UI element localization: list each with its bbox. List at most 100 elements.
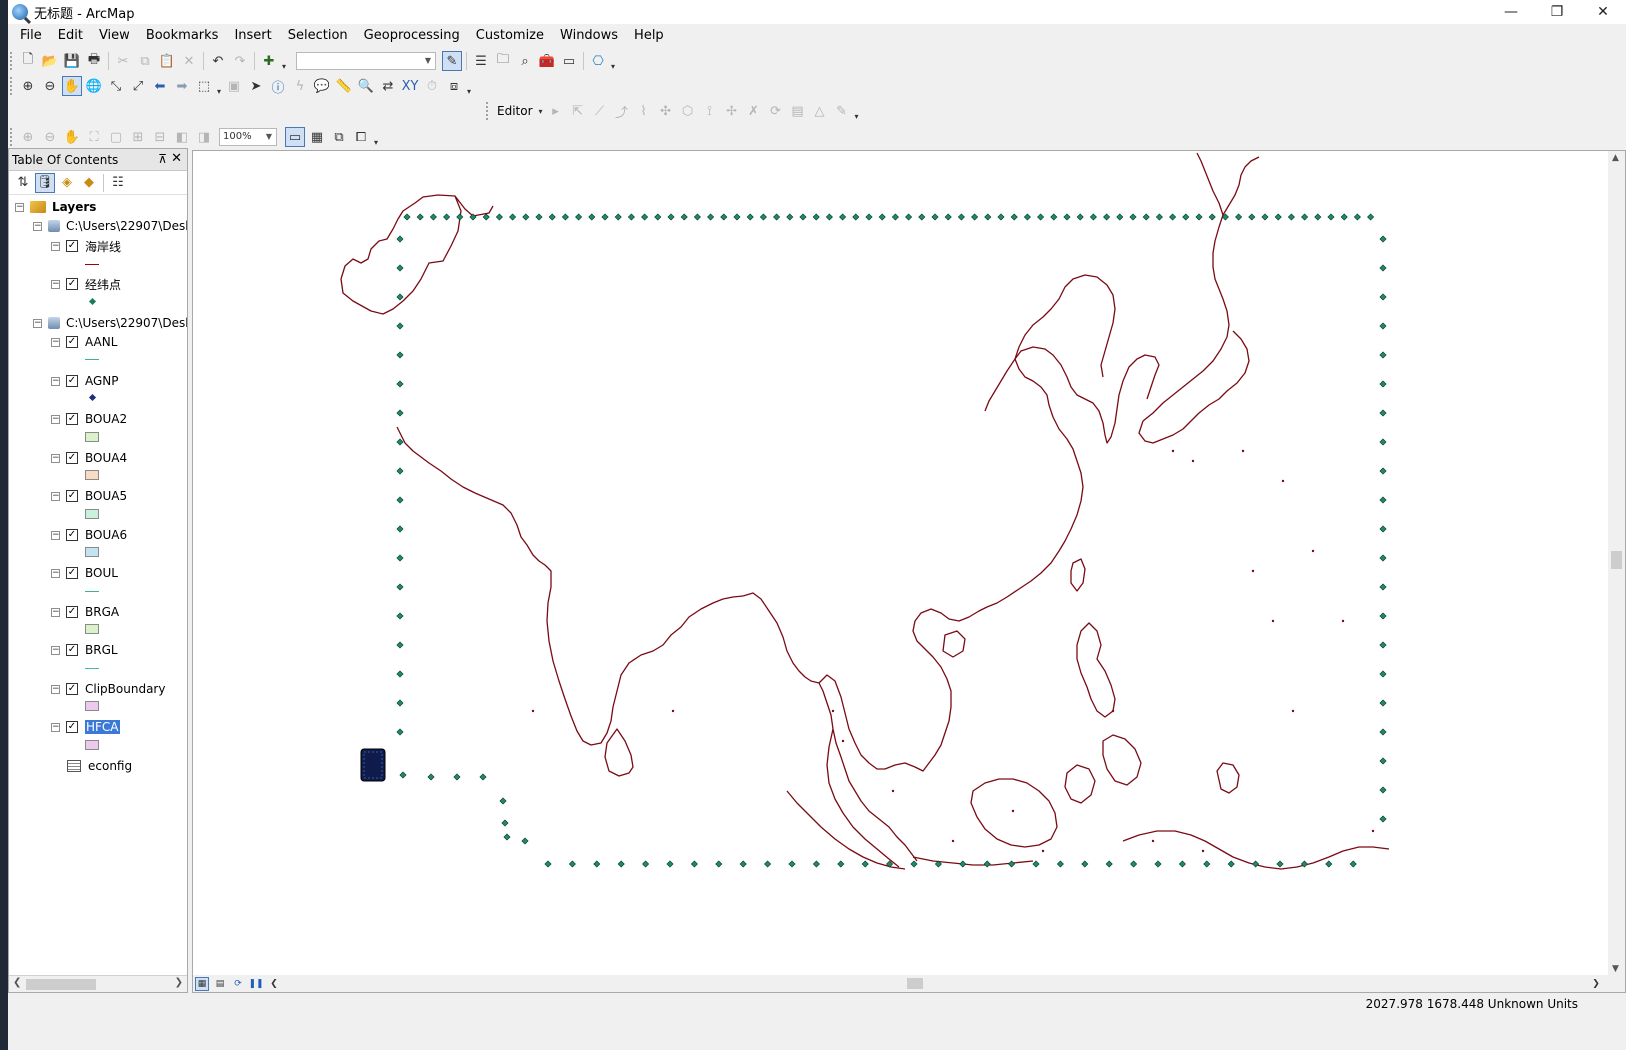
polygon-symbol[interactable] bbox=[85, 624, 99, 634]
select-elements-icon[interactable]: ➤ bbox=[250, 78, 262, 94]
close-button[interactable]: ✕ bbox=[1597, 4, 1609, 20]
undo-icon[interactable]: ↶ bbox=[212, 53, 224, 69]
line-symbol[interactable] bbox=[85, 668, 99, 669]
layer-visibility-checkbox[interactable]: ✓ bbox=[66, 278, 78, 290]
zoom-whole-page-icon[interactable]: ⛶ bbox=[89, 129, 99, 145]
layout-view-icon[interactable]: ▤ bbox=[215, 978, 225, 989]
end-point-arc-icon[interactable]: ⤴ bbox=[615, 105, 629, 121]
layer-row[interactable]: − ✓ ClipBoundary bbox=[51, 680, 165, 698]
collapse-icon[interactable]: − bbox=[51, 683, 60, 694]
toolbar-grip[interactable] bbox=[10, 77, 14, 95]
collapse-icon[interactable]: − bbox=[51, 490, 60, 501]
chevron-down-icon[interactable]: ▼ bbox=[265, 132, 273, 141]
layer-row[interactable]: − ✓ AGNP bbox=[51, 372, 119, 390]
layer-visibility-checkbox[interactable]: ✓ bbox=[66, 490, 78, 502]
list-by-visibility-icon[interactable]: ◈ bbox=[62, 175, 72, 190]
layer-name[interactable]: BOUA2 bbox=[85, 412, 128, 426]
toolbar-grip[interactable] bbox=[10, 52, 14, 70]
collapse-icon[interactable]: − bbox=[51, 278, 60, 289]
create-features-icon[interactable]: ✎ bbox=[836, 103, 847, 119]
change-layout-icon[interactable]: ⧉ bbox=[334, 129, 344, 145]
paste-icon[interactable]: 📋 bbox=[158, 53, 176, 69]
layer-name[interactable]: 海岸线 bbox=[85, 239, 122, 254]
layer-row[interactable]: − ✓ BOUA6 bbox=[51, 526, 127, 544]
search-window-icon[interactable]: ⌕ bbox=[521, 53, 529, 69]
fixed-zoom-in-icon[interactable]: ⤡ bbox=[110, 78, 122, 94]
toggle-draft-mode-icon[interactable]: ▭ bbox=[285, 127, 305, 147]
map-horizontal-scrollbar[interactable]: ▦ ▤ ⟳ ❚❚ ❮ ❯ bbox=[193, 975, 1625, 992]
select-features-icon[interactable]: ⬚ bbox=[197, 78, 211, 94]
python-window-icon[interactable]: ▭ bbox=[562, 53, 576, 69]
menu-geoprocessing[interactable]: Geoprocessing bbox=[363, 28, 460, 43]
layer-name[interactable]: 经纬点 bbox=[85, 277, 122, 292]
time-slider-icon[interactable]: ⏱ bbox=[426, 78, 438, 94]
polygon-symbol[interactable] bbox=[85, 470, 99, 480]
collapse-icon[interactable]: − bbox=[51, 375, 60, 386]
collapse-icon[interactable]: − bbox=[51, 452, 60, 463]
layout-zoom-in-icon[interactable]: ⊕ bbox=[22, 129, 34, 145]
tree-node-layers[interactable]: − Layers bbox=[15, 198, 96, 216]
minimize-button[interactable]: — bbox=[1504, 4, 1518, 20]
options-icon[interactable]: ☷ bbox=[112, 175, 124, 190]
list-by-drawing-order-icon[interactable]: ⇅ bbox=[17, 175, 29, 190]
new-document-icon[interactable]: 🗋 bbox=[22, 52, 34, 67]
collapse-icon[interactable]: − bbox=[51, 644, 60, 655]
collapse-icon[interactable]: − bbox=[33, 317, 42, 328]
pin-icon[interactable]: ⊼ bbox=[158, 152, 167, 166]
edit-vertices-icon[interactable]: ⬡ bbox=[681, 103, 694, 119]
table-name[interactable]: econfig bbox=[88, 759, 133, 773]
find-icon[interactable]: 🔍 bbox=[357, 78, 375, 94]
layer-row[interactable]: − ✓ 经纬点 bbox=[51, 275, 121, 293]
data-driven-pages-icon[interactable]: ⧠ bbox=[355, 129, 367, 145]
layer-name[interactable]: ClipBoundary bbox=[85, 682, 166, 696]
sketch-properties-icon[interactable]: △ bbox=[814, 103, 825, 119]
toolbar-grip[interactable] bbox=[486, 102, 490, 120]
point-icon[interactable]: ✣ bbox=[660, 103, 671, 119]
arctoolbox-icon[interactable]: 🧰 bbox=[538, 53, 556, 69]
line-symbol[interactable] bbox=[85, 264, 99, 265]
copy-icon[interactable]: ⧉ bbox=[140, 53, 150, 69]
rotate-icon[interactable]: ⟳ bbox=[770, 103, 781, 119]
layer-row[interactable]: − ✓ BRGL bbox=[51, 641, 118, 659]
layer-visibility-checkbox[interactable]: ✓ bbox=[66, 567, 78, 579]
layer-visibility-checkbox[interactable]: ✓ bbox=[66, 452, 78, 464]
chevron-down-icon[interactable]: ▼ bbox=[424, 56, 432, 65]
measure-icon[interactable]: 📏 bbox=[335, 78, 353, 94]
add-data-icon[interactable]: ✚ bbox=[263, 53, 275, 69]
collapse-icon[interactable]: − bbox=[51, 529, 60, 540]
catalog-icon[interactable]: 🗀 bbox=[496, 52, 510, 67]
point-symbol[interactable] bbox=[88, 297, 97, 306]
layer-row[interactable]: − ✓ BOUA2 bbox=[51, 410, 127, 428]
toolbar-options-icon[interactable]: ▾ bbox=[854, 112, 859, 121]
pause-drawing-icon[interactable]: ❚❚ bbox=[248, 978, 264, 989]
map-vertical-scrollbar[interactable]: ▲ ▼ bbox=[1608, 151, 1625, 976]
scrollbar-thumb[interactable] bbox=[26, 979, 96, 990]
cut-polygons-icon[interactable]: ✢ bbox=[726, 103, 737, 119]
attributes-icon[interactable]: ▤ bbox=[791, 103, 804, 119]
menu-bookmarks[interactable]: Bookmarks bbox=[145, 28, 219, 43]
layer-row[interactable]: − ✓ BOUA5 bbox=[51, 487, 127, 505]
clear-selection-icon[interactable]: ▣ bbox=[227, 78, 241, 94]
collapse-icon[interactable]: − bbox=[51, 606, 60, 617]
scroll-right-icon[interactable]: ❯ bbox=[174, 977, 183, 988]
collapse-icon[interactable]: − bbox=[15, 201, 24, 212]
editor-menu[interactable]: Editor bbox=[497, 104, 533, 118]
zoom-in-icon[interactable]: ⊕ bbox=[22, 78, 34, 94]
layer-name-selected[interactable]: HFCA bbox=[85, 720, 120, 734]
map-display[interactable]: ▲ ▼ ▦ ▤ ⟳ ❚❚ ❮ ❯ bbox=[192, 150, 1626, 993]
restore-button[interactable]: ❐ bbox=[1550, 4, 1564, 20]
edit-tool-icon[interactable]: ▸ bbox=[552, 103, 559, 119]
zoom-100-icon[interactable]: ▢ bbox=[109, 129, 123, 145]
layer-row[interactable]: − ✓ BRGA bbox=[51, 603, 119, 621]
editor-toolbar-icon[interactable]: ✎ bbox=[442, 51, 462, 71]
map-canvas[interactable] bbox=[193, 151, 1608, 975]
polygon-symbol[interactable] bbox=[85, 701, 99, 711]
editor-dropdown-icon[interactable]: ▾ bbox=[538, 106, 543, 116]
layer-visibility-checkbox[interactable]: ✓ bbox=[66, 683, 78, 695]
menu-view[interactable]: View bbox=[98, 28, 130, 43]
zoom-out-icon[interactable]: ⊖ bbox=[44, 78, 56, 94]
split-tool-icon[interactable]: ✗ bbox=[748, 103, 759, 119]
cut-icon[interactable]: ✂ bbox=[117, 53, 129, 69]
point-symbol[interactable] bbox=[88, 393, 97, 402]
layer-row[interactable]: − ✓ BOUL bbox=[51, 564, 118, 582]
